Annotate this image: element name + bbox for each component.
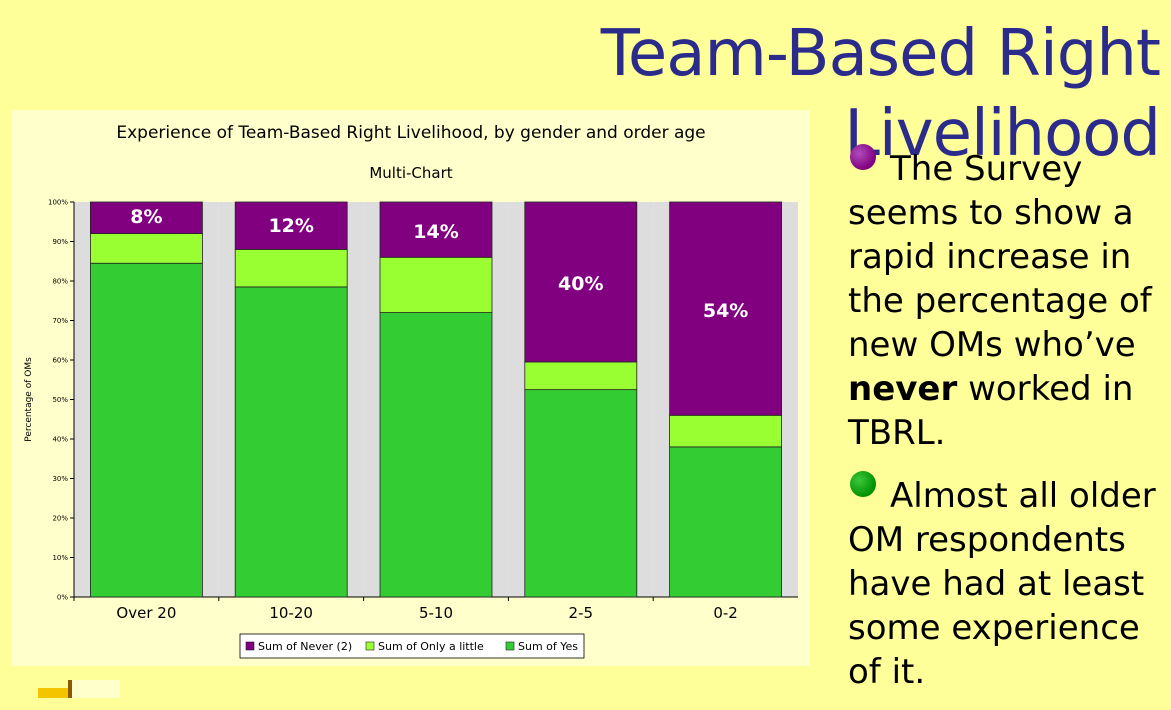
y-tick-label: 50% [52,396,68,404]
bullet-item-1: The Survey seems to show a rapid increas… [848,144,1163,455]
bullet-1-emphasis: never [848,369,958,409]
x-tick-label: Over 20 [116,604,176,622]
legend-label: Sum of Never (2) [258,640,352,653]
chart-subtitle: Multi-Chart [369,164,452,182]
green-dot-icon [850,471,876,497]
x-tick-label: 2-5 [569,604,594,622]
legend-swatch [245,641,255,651]
bar-sum-of-only-a-little [90,233,203,264]
bar-sum-of-only-a-little [524,361,638,391]
data-label: 40% [558,273,603,295]
y-tick-label: 30% [52,475,68,483]
bullet-1-text: The Survey seems to show a rapid increas… [848,149,1152,365]
stacked-bar-chart: Experience of Team-Based Right Livelihoo… [24,123,798,659]
data-label: 8% [130,206,162,228]
y-tick-label: 100% [48,199,68,207]
bar-sum-of-yes [379,312,493,598]
bar-sum-of-yes [524,389,638,598]
bar-sum-of-yes [234,286,348,598]
bar-sum-of-never-2 [669,201,782,416]
chart-panel: Experience of Team-Based Right Livelihoo… [12,110,810,666]
data-label: 54% [703,300,748,322]
legend-label: Sum of Yes [518,640,578,653]
y-tick-label: 60% [52,357,68,365]
legend-swatch [365,641,375,651]
slide-corner-decoration [38,680,120,698]
y-tick-label: 20% [52,515,68,523]
legend-label: Sum of Only a little [378,640,484,653]
bullet-1-text-end: worked in TBRL. [848,369,1134,453]
bar-sum-of-only-a-little [234,248,348,288]
bar-sum-of-never-2 [90,201,203,235]
y-tick-label: 40% [52,436,68,444]
bar-sum-of-never-2 [234,201,348,250]
bar-sum-of-never-2 [524,201,638,363]
bar-sum-of-only-a-little [379,256,493,314]
y-axis-title: Percentage of OMs [24,357,34,442]
legend-swatch [505,641,515,651]
y-tick-label: 10% [52,554,68,562]
x-tick-label: 0-2 [713,604,738,622]
bar-sum-of-yes [90,262,203,598]
bullet-list: The Survey seems to show a rapid increas… [848,144,1163,710]
bar-sum-of-only-a-little [669,414,782,448]
bar-sum-of-yes [669,446,782,598]
slide-title: Team-Based Right Livelihood [600,17,1161,171]
legend-box [239,633,585,659]
bullet-item-2: Almost all older OM respondents have had… [848,471,1163,694]
x-tick-label: 5-10 [419,604,453,622]
y-tick-label: 90% [52,238,68,246]
bullet-2-text: Almost all older OM respondents have had… [848,476,1156,692]
chart-title: Experience of Team-Based Right Livelihoo… [116,123,705,143]
y-tick-label: 80% [52,278,68,286]
y-tick-label: 70% [52,317,68,325]
bar-sum-of-never-2 [379,201,493,258]
purple-dot-icon [850,144,876,170]
data-label: 14% [413,221,458,243]
y-tick-label: 0% [57,594,68,602]
data-label: 12% [268,215,313,237]
x-tick-label: 10-20 [269,604,313,622]
